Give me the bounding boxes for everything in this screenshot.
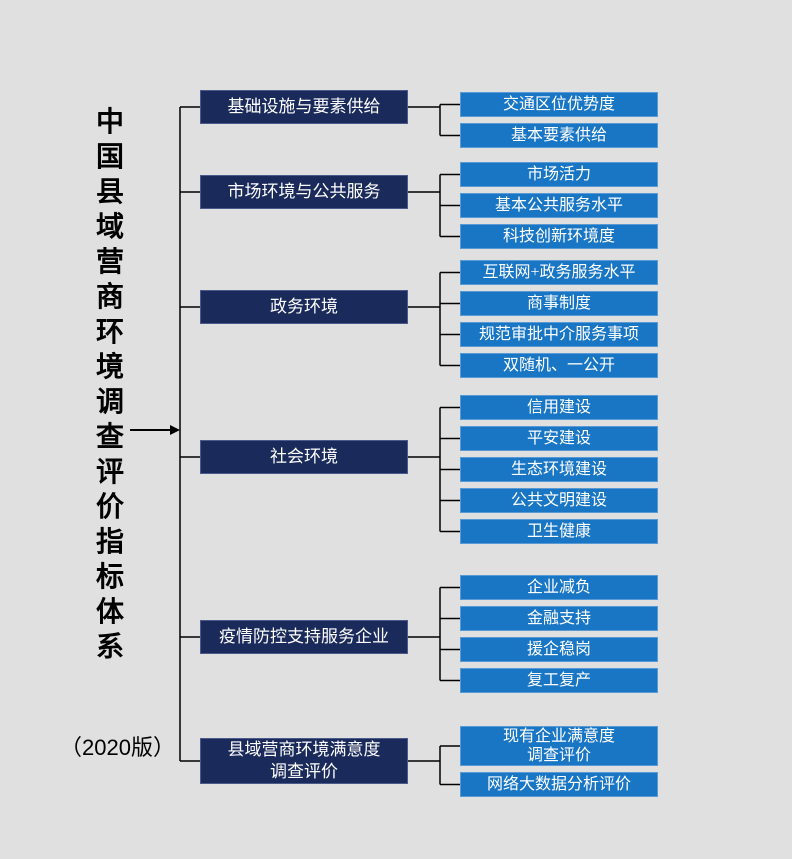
- leaf-box: 信用建设: [460, 395, 658, 420]
- leaf-box: 商事制度: [460, 291, 658, 316]
- leaf-box: 互联网+政务服务水平: [460, 260, 658, 285]
- leaf-box: 公共文明建设: [460, 488, 658, 513]
- leaf-box: 复工复产: [460, 668, 658, 693]
- leaf-box: 市场活力: [460, 162, 658, 187]
- category-box: 基础设施与要素供给: [200, 90, 408, 124]
- leaf-box: 现有企业满意度 调查评价: [460, 726, 658, 766]
- leaf-box: 规范审批中介服务事项: [460, 322, 658, 347]
- leaf-box: 网络大数据分析评价: [460, 772, 658, 797]
- leaf-box: 企业减负: [460, 575, 658, 600]
- root-subtitle: （2020版）: [60, 730, 175, 762]
- category-box: 市场环境与公共服务: [200, 175, 408, 209]
- leaf-box: 基本要素供给: [460, 123, 658, 148]
- root-title: 中国县域营商环境调查评价指标体系: [95, 105, 125, 665]
- leaf-box: 卫生健康: [460, 519, 658, 544]
- arrow-icon: [130, 420, 180, 440]
- category-box: 政务环境: [200, 290, 408, 324]
- leaf-box: 平安建设: [460, 426, 658, 451]
- leaf-box: 金融支持: [460, 606, 658, 631]
- leaf-box: 双随机、一公开: [460, 353, 658, 378]
- leaf-box: 生态环境建设: [460, 457, 658, 482]
- leaf-box: 科技创新环境度: [460, 224, 658, 249]
- category-box: 社会环境: [200, 440, 408, 474]
- leaf-box: 基本公共服务水平: [460, 193, 658, 218]
- category-box: 县域营商环境满意度 调查评价: [200, 738, 408, 784]
- category-box: 疫情防控支持服务企业: [200, 620, 408, 654]
- leaf-box: 交通区位优势度: [460, 92, 658, 117]
- leaf-box: 援企稳岗: [460, 637, 658, 662]
